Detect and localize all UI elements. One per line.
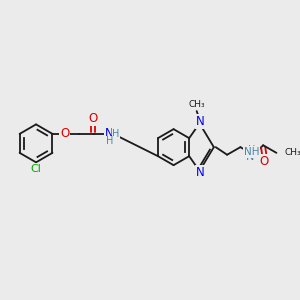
Text: N: N	[196, 115, 205, 128]
Text: O: O	[260, 155, 269, 168]
Text: O: O	[88, 112, 98, 125]
Text: NH: NH	[244, 147, 260, 157]
Text: H: H	[106, 136, 113, 146]
Text: Cl: Cl	[31, 164, 41, 174]
Text: N: N	[105, 128, 114, 140]
Text: H: H	[112, 129, 120, 139]
Text: CH₃: CH₃	[188, 100, 205, 109]
Text: N: N	[246, 152, 254, 162]
Text: N: N	[196, 166, 205, 179]
Text: CH₃: CH₃	[284, 148, 300, 157]
Text: O: O	[60, 128, 69, 140]
Text: H: H	[248, 145, 256, 155]
